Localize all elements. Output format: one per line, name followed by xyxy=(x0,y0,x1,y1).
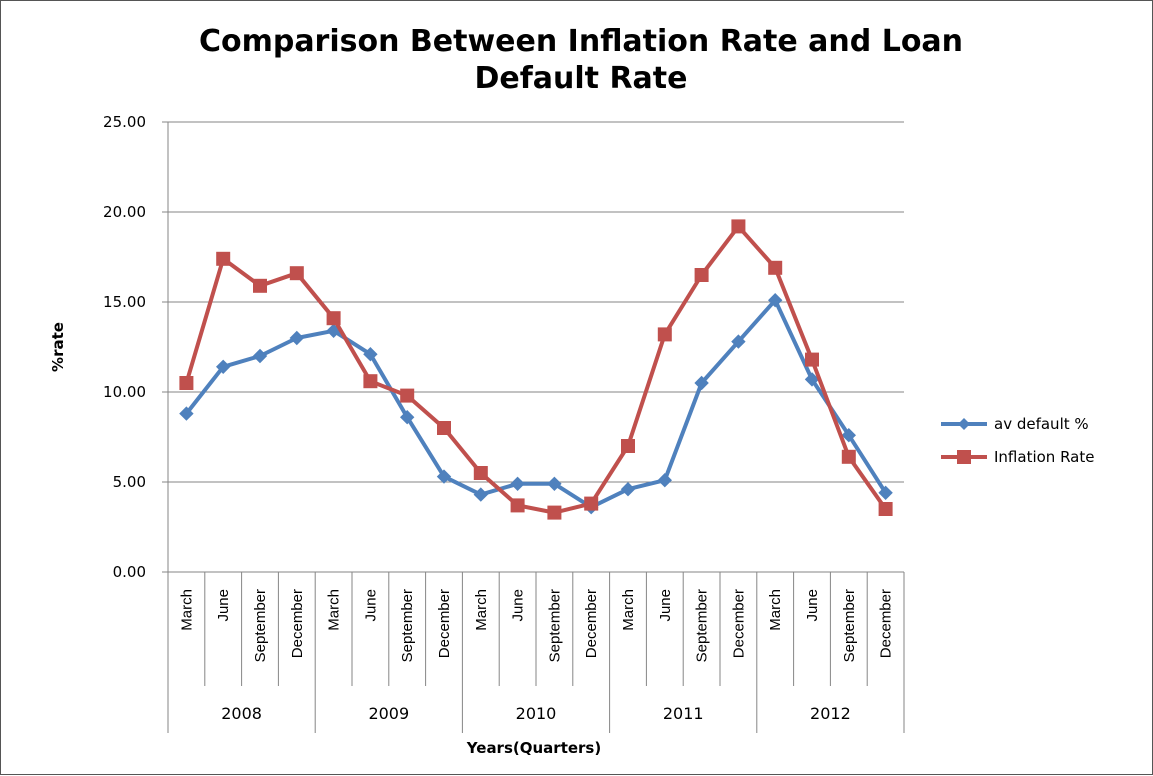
data-point xyxy=(694,375,709,391)
data-point xyxy=(878,485,893,501)
y-axis-label: %rate xyxy=(49,322,67,372)
y-tick-label: 15.00 xyxy=(103,293,146,311)
data-point xyxy=(216,251,231,266)
data-point xyxy=(767,292,783,308)
data-point xyxy=(620,481,636,497)
legend-label: av default % xyxy=(994,415,1089,433)
x-tick-label: March xyxy=(326,589,343,631)
data-point xyxy=(731,219,746,234)
data-point xyxy=(363,374,378,389)
x-tick-label: March xyxy=(767,589,784,631)
year-label: 2010 xyxy=(516,704,557,723)
data-point xyxy=(400,388,415,403)
y-tick-label: 0.00 xyxy=(113,563,146,581)
x-tick-label: June xyxy=(804,589,821,622)
x-tick-label: June xyxy=(657,589,674,622)
x-tick-label: December xyxy=(436,589,453,658)
legend-label: Inflation Rate xyxy=(994,448,1094,466)
y-tick-label: 25.00 xyxy=(103,113,146,131)
data-point xyxy=(215,359,231,375)
data-point xyxy=(657,472,673,488)
data-point xyxy=(768,260,783,275)
x-tick-label: June xyxy=(215,589,232,622)
data-point xyxy=(878,502,893,516)
x-tick-label: December xyxy=(878,589,895,658)
data-point xyxy=(731,334,746,349)
data-point xyxy=(437,421,451,435)
data-point xyxy=(547,505,562,520)
data-point xyxy=(289,266,304,281)
data-point xyxy=(252,348,268,364)
x-tick-label: March xyxy=(620,589,637,631)
data-point xyxy=(621,439,635,453)
x-tick-label: June xyxy=(362,589,379,622)
x-tick-label: September xyxy=(546,589,563,662)
series-line xyxy=(184,298,888,510)
x-tick-label: December xyxy=(730,589,747,658)
x-tick-label: September xyxy=(841,589,858,662)
y-tick-label: 20.00 xyxy=(103,203,146,221)
data-point xyxy=(179,376,194,390)
data-point xyxy=(657,327,672,342)
data-point xyxy=(399,409,415,425)
data-point xyxy=(805,352,819,367)
year-label: 2008 xyxy=(221,704,262,723)
year-label: 2012 xyxy=(810,704,851,723)
x-tick-label: September xyxy=(694,589,711,662)
year-label: 2009 xyxy=(368,704,409,723)
x-tick-label: September xyxy=(252,589,269,662)
data-point xyxy=(584,496,599,511)
x-axis-label: Years(Quarters) xyxy=(466,739,601,757)
x-tick-label: December xyxy=(289,589,306,658)
chart-title-line2: Default Rate xyxy=(474,61,687,96)
legend-marker xyxy=(958,418,970,430)
data-point xyxy=(473,466,488,480)
x-tick-label: March xyxy=(473,589,490,631)
data-point xyxy=(363,346,378,362)
year-label: 2011 xyxy=(663,704,704,723)
x-tick-label: December xyxy=(583,589,600,658)
legend-marker xyxy=(957,450,971,464)
data-point xyxy=(289,330,305,346)
data-point xyxy=(436,469,452,484)
data-point xyxy=(841,427,857,443)
data-point xyxy=(547,476,562,492)
y-tick-label: 10.00 xyxy=(103,383,146,401)
x-tick-label: September xyxy=(399,589,416,662)
x-tick-label: March xyxy=(178,589,195,631)
x-tick-label: June xyxy=(510,589,527,622)
data-point xyxy=(253,278,267,293)
data-point xyxy=(510,498,525,513)
data-point xyxy=(473,487,489,502)
data-point xyxy=(694,268,709,282)
data-point xyxy=(841,449,856,464)
y-tick-label: 5.00 xyxy=(113,473,146,491)
chart-title-line1: Comparison Between Inflation Rate and Lo… xyxy=(199,24,963,59)
data-point xyxy=(804,372,820,387)
data-point xyxy=(510,476,525,492)
data-point xyxy=(326,311,341,326)
data-point xyxy=(179,406,194,421)
